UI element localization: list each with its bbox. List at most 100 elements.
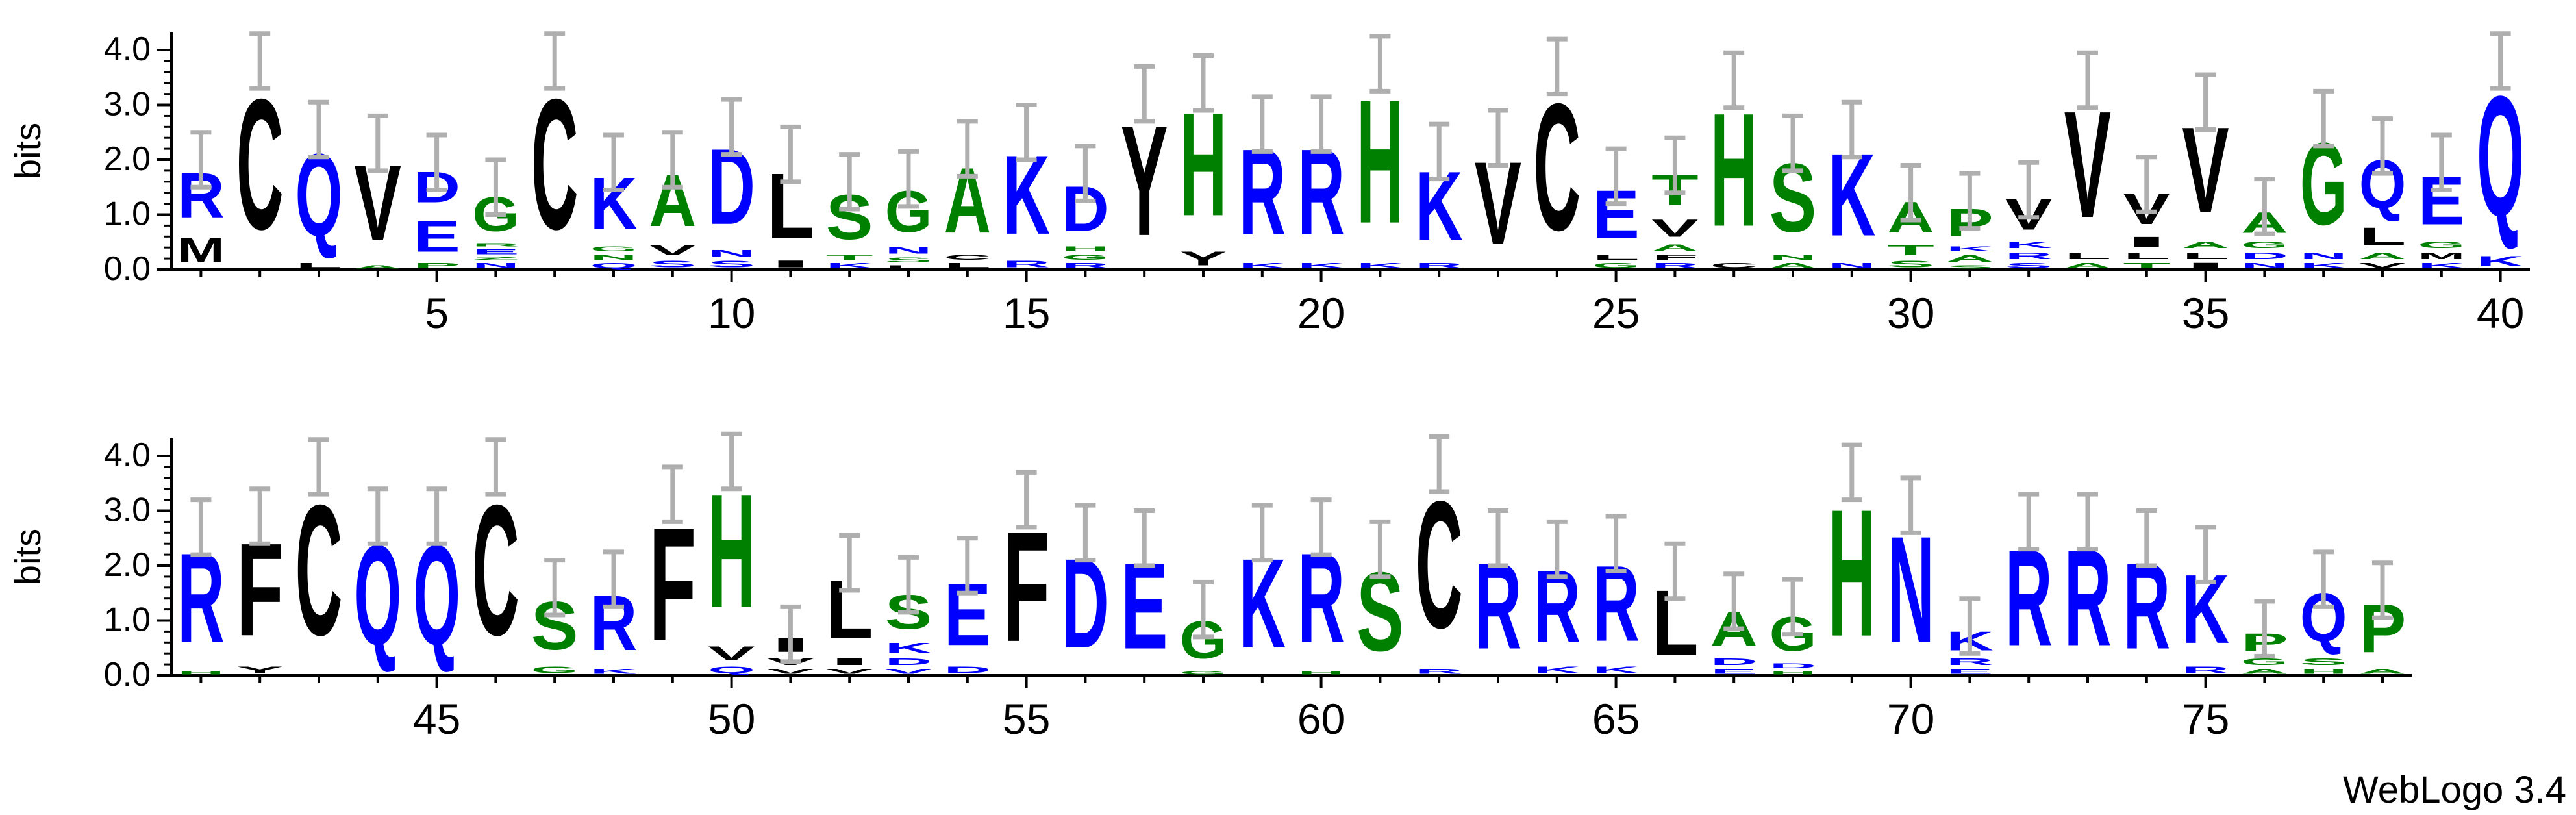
- svg-text:45: 45: [413, 695, 460, 743]
- svg-text:4.0: 4.0: [104, 436, 151, 474]
- svg-text:V: V: [767, 667, 814, 675]
- svg-text:G: G: [2418, 240, 2465, 251]
- svg-text:65: 65: [1592, 695, 1640, 743]
- svg-text:N: N: [2300, 251, 2347, 262]
- svg-text:K: K: [1533, 664, 1581, 675]
- svg-text:E: E: [472, 247, 519, 256]
- svg-text:2.0: 2.0: [104, 546, 151, 584]
- svg-text:G: G: [1592, 261, 1640, 270]
- svg-text:S: S: [2300, 657, 2347, 668]
- svg-text:K: K: [2005, 240, 2053, 251]
- svg-text:L: L: [2182, 250, 2229, 261]
- svg-text:D: D: [944, 664, 991, 675]
- svg-text:0.0: 0.0: [104, 250, 151, 288]
- svg-text:Q: Q: [708, 664, 755, 675]
- svg-text:A: A: [1769, 261, 1817, 270]
- svg-text:A: A: [1946, 253, 1994, 264]
- svg-text:40: 40: [2477, 289, 2524, 337]
- svg-text:R: R: [1946, 657, 1994, 668]
- svg-text:Y: Y: [1180, 247, 1227, 270]
- svg-text:S: S: [1946, 264, 1994, 270]
- svg-text:T: T: [1887, 242, 1934, 258]
- svg-text:bits: bits: [7, 123, 48, 179]
- svg-text:75: 75: [2182, 695, 2229, 743]
- svg-text:M: M: [177, 231, 225, 270]
- svg-text:1.0: 1.0: [104, 195, 151, 233]
- svg-text:1.0: 1.0: [104, 601, 151, 639]
- svg-text:K: K: [1297, 261, 1345, 270]
- svg-text:K: K: [1592, 664, 1640, 675]
- svg-text:10: 10: [708, 289, 755, 337]
- svg-text:G: G: [1062, 253, 1109, 262]
- svg-text:V: V: [826, 667, 873, 675]
- svg-text:G: G: [531, 664, 579, 675]
- svg-text:I: I: [826, 656, 873, 667]
- svg-text:G: G: [1180, 670, 1227, 675]
- svg-text:N: N: [708, 247, 755, 258]
- svg-text:C: C: [1416, 464, 1463, 666]
- svg-text:70: 70: [1887, 695, 1934, 743]
- svg-text:30: 30: [1887, 289, 1934, 337]
- svg-text:Y: Y: [236, 664, 284, 675]
- svg-text:S: S: [649, 258, 696, 270]
- svg-text:Z: Z: [472, 256, 519, 261]
- svg-text:V: V: [2359, 261, 2406, 270]
- svg-text:V: V: [708, 642, 755, 664]
- svg-text:K: K: [590, 667, 638, 675]
- svg-text:50: 50: [708, 695, 755, 743]
- svg-text:A: A: [354, 264, 401, 270]
- svg-text:R: R: [2182, 664, 2229, 675]
- svg-text:P: P: [413, 261, 460, 270]
- svg-text:N: N: [2241, 261, 2288, 270]
- svg-text:C: C: [236, 60, 284, 268]
- svg-text:I: I: [767, 258, 814, 270]
- svg-text:A: A: [2359, 251, 2407, 262]
- svg-text:5: 5: [425, 289, 449, 337]
- svg-text:G: G: [2241, 240, 2288, 251]
- svg-text:D: D: [1769, 662, 1817, 670]
- svg-text:15: 15: [1003, 289, 1050, 337]
- svg-text:H: H: [1297, 670, 1345, 675]
- svg-text:20: 20: [1297, 289, 1345, 337]
- svg-text:E: E: [1710, 667, 1758, 675]
- svg-text:L: L: [2359, 223, 2407, 250]
- svg-text:L: L: [1592, 253, 1640, 262]
- svg-text:H: H: [1828, 472, 1875, 674]
- svg-text:0.0: 0.0: [104, 656, 151, 694]
- svg-text:2.0: 2.0: [104, 140, 151, 178]
- svg-text:K: K: [2418, 261, 2465, 270]
- svg-text:H: H: [2300, 667, 2347, 675]
- svg-text:N: N: [885, 245, 932, 256]
- svg-text:H: H: [1769, 670, 1817, 675]
- svg-text:L: L: [295, 261, 343, 270]
- svg-text:K: K: [1357, 261, 1404, 270]
- svg-text:H: H: [1062, 245, 1109, 253]
- svg-text:60: 60: [1297, 695, 1345, 743]
- svg-text:R: R: [1416, 261, 1463, 270]
- svg-text:A: A: [1651, 242, 1699, 253]
- svg-text:V: V: [649, 242, 695, 258]
- svg-text:L: L: [944, 261, 991, 270]
- svg-text:N: N: [1828, 261, 1875, 270]
- svg-text:A: A: [2182, 240, 2229, 251]
- svg-text:N: N: [590, 253, 638, 262]
- svg-text:M: M: [2418, 251, 2465, 262]
- svg-text:H: H: [1357, 64, 1404, 260]
- svg-text:H: H: [177, 670, 225, 675]
- svg-text:E: E: [413, 212, 460, 262]
- svg-text:A: A: [2064, 261, 2112, 270]
- svg-text:K: K: [885, 640, 932, 656]
- svg-text:C: C: [531, 60, 579, 268]
- svg-text:R: R: [1651, 261, 1699, 270]
- svg-text:N: N: [1769, 253, 1817, 262]
- svg-text:R: R: [1003, 258, 1050, 270]
- svg-text:4.0: 4.0: [104, 31, 151, 68]
- svg-text:L: L: [2123, 250, 2170, 261]
- svg-text:I: I: [2182, 261, 2229, 270]
- svg-text:S: S: [2005, 261, 2053, 270]
- svg-text:D: D: [885, 657, 932, 668]
- svg-text:R: R: [1416, 667, 1463, 675]
- svg-text:bits: bits: [7, 529, 48, 585]
- svg-text:I: I: [2123, 234, 2170, 250]
- svg-text:A: A: [2241, 667, 2288, 675]
